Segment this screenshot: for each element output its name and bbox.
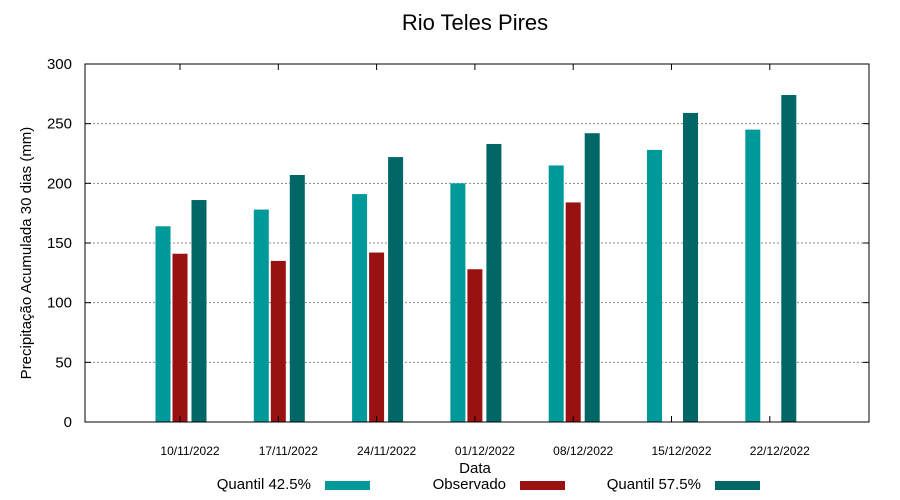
bar-3: [191, 200, 207, 422]
y-tick-label: 250: [47, 116, 72, 133]
x-axis: 10/11/2022 17/11/2022 24/11/2022 01/12/2022…: [160, 64, 810, 458]
x-tick-label: 17/11/2022: [259, 444, 318, 458]
bar-2: [369, 252, 385, 422]
bar-3: [584, 133, 600, 423]
bar-1: [548, 165, 564, 422]
x-tick-label: 24/11/2022: [357, 444, 416, 458]
legend-label: Observado: [433, 476, 506, 493]
bar-3: [289, 174, 305, 422]
bar-3: [486, 143, 502, 422]
x-tick-label: 22/12/2022: [750, 444, 810, 458]
chart-title: Rio Teles Pires: [402, 10, 548, 35]
legend-swatch: [520, 481, 565, 490]
y-tick-label: 100: [47, 295, 72, 312]
legend-swatch: [715, 481, 760, 490]
legend-label: Quantil 42.5%: [217, 476, 311, 493]
legend: Quantil 42.5% Observado Quantil 57.5%: [217, 476, 760, 493]
x-tick-label: 08/12/2022: [553, 444, 613, 458]
bar-2: [172, 253, 188, 422]
legend-label: Quantil 57.5%: [607, 476, 701, 493]
y-tick-label: 150: [47, 235, 72, 252]
bar-1: [745, 129, 761, 422]
y-tick-label: 0: [64, 414, 72, 431]
y-axis: 0 50 100 150 200 250 300: [47, 56, 869, 431]
y-tick-label: 300: [47, 56, 72, 73]
bar-3: [683, 112, 698, 422]
bar-1: [352, 194, 368, 422]
y-axis-label: Precipitação Acumulada 30 dias (mm): [18, 127, 35, 380]
bar-1: [450, 183, 466, 422]
bar-1: [647, 149, 662, 423]
y-tick-label: 200: [47, 175, 72, 192]
bar-2: [270, 260, 286, 422]
x-tick-label: 01/12/2022: [455, 444, 515, 458]
legend-swatch: [325, 481, 370, 490]
bar-3: [388, 157, 404, 422]
bar-2: [565, 202, 581, 422]
bar-3: [781, 95, 797, 422]
bars: [155, 95, 797, 423]
x-axis-label: Data: [459, 460, 491, 477]
bar-1: [253, 209, 269, 422]
x-tick-label: 15/12/2022: [651, 444, 711, 458]
x-tick-label: 10/11/2022: [160, 444, 219, 458]
bar-1: [155, 226, 171, 422]
bar-2: [467, 269, 483, 422]
y-tick-label: 50: [55, 354, 72, 371]
